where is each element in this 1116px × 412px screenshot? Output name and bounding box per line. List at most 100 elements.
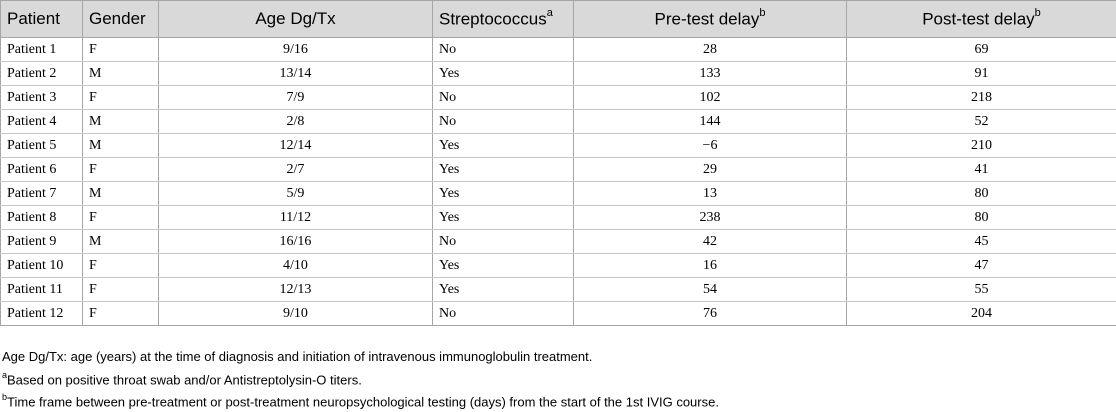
cell-gender: F	[83, 158, 159, 182]
cell-patient: Patient 4	[1, 110, 83, 134]
cell-post-test-delay: 80	[847, 182, 1116, 206]
header-streptococcus: Streptococcusa	[433, 1, 574, 38]
cell-streptococcus: Yes	[433, 278, 574, 302]
cell-gender: M	[83, 62, 159, 86]
footnote-b-text: Time frame between pre-treatment or post…	[7, 395, 719, 410]
footnote-a-text: Based on positive throat swab and/or Ant…	[7, 372, 362, 387]
cell-streptococcus: No	[433, 230, 574, 254]
cell-gender: F	[83, 86, 159, 110]
footnote-mark-b: b	[759, 7, 765, 19]
cell-post-test-delay: 52	[847, 110, 1116, 134]
cell-patient: Patient 7	[1, 182, 83, 206]
cell-post-test-delay: 45	[847, 230, 1116, 254]
footnote-a: aBased on positive throat swab and/or An…	[2, 367, 719, 390]
cell-streptococcus: Yes	[433, 206, 574, 230]
cell-age: 13/14	[159, 62, 433, 86]
cell-streptococcus: Yes	[433, 182, 574, 206]
footnote-abbreviation: Age Dg/Tx: age (years) at the time of di…	[2, 347, 719, 367]
cell-age: 9/16	[159, 38, 433, 62]
cell-pre-test-delay: −6	[574, 134, 847, 158]
cell-pre-test-delay: 29	[574, 158, 847, 182]
header-age: Age Dg/Tx	[159, 1, 433, 38]
header-pre-test-delay: Pre-test delayb	[574, 1, 847, 38]
cell-gender: F	[83, 206, 159, 230]
header-gender: Gender	[83, 1, 159, 38]
cell-patient: Patient 8	[1, 206, 83, 230]
cell-patient: Patient 9	[1, 230, 83, 254]
cell-patient: Patient 10	[1, 254, 83, 278]
cell-gender: M	[83, 230, 159, 254]
cell-pre-test-delay: 76	[574, 302, 847, 326]
cell-age: 11/12	[159, 206, 433, 230]
footnote-a-mark: a	[2, 370, 7, 380]
patient-table: Patient Gender Age Dg/Tx Streptococcusa …	[0, 0, 1116, 326]
table-header-row: Patient Gender Age Dg/Tx Streptococcusa …	[1, 1, 1116, 38]
footnote-b: bTime frame between pre-treatment or pos…	[2, 389, 719, 412]
cell-pre-test-delay: 42	[574, 230, 847, 254]
cell-gender: M	[83, 134, 159, 158]
cell-post-test-delay: 55	[847, 278, 1116, 302]
header-patient: Patient	[1, 1, 83, 38]
cell-gender: F	[83, 38, 159, 62]
cell-patient: Patient 1	[1, 38, 83, 62]
cell-age: 2/8	[159, 110, 433, 134]
cell-age: 12/13	[159, 278, 433, 302]
footnote-b-mark: b	[2, 392, 7, 402]
cell-streptococcus: No	[433, 38, 574, 62]
header-pre-label: Pre-test delay	[654, 9, 759, 28]
cell-patient: Patient 5	[1, 134, 83, 158]
cell-age: 2/7	[159, 158, 433, 182]
cell-patient: Patient 3	[1, 86, 83, 110]
cell-streptococcus: Yes	[433, 158, 574, 182]
cell-post-test-delay: 47	[847, 254, 1116, 278]
cell-post-test-delay: 80	[847, 206, 1116, 230]
cell-age: 7/9	[159, 86, 433, 110]
cell-pre-test-delay: 13	[574, 182, 847, 206]
cell-post-test-delay: 210	[847, 134, 1116, 158]
cell-streptococcus: No	[433, 110, 574, 134]
cell-patient: Patient 12	[1, 302, 83, 326]
cell-pre-test-delay: 54	[574, 278, 847, 302]
cell-patient: Patient 11	[1, 278, 83, 302]
cell-pre-test-delay: 133	[574, 62, 847, 86]
cell-streptococcus: Yes	[433, 254, 574, 278]
cell-post-test-delay: 69	[847, 38, 1116, 62]
cell-age: 5/9	[159, 182, 433, 206]
footnote-mark-a: a	[547, 7, 553, 19]
cell-post-test-delay: 41	[847, 158, 1116, 182]
cell-post-test-delay: 204	[847, 302, 1116, 326]
cell-post-test-delay: 218	[847, 86, 1116, 110]
cell-gender: F	[83, 302, 159, 326]
cell-streptococcus: Yes	[433, 134, 574, 158]
cell-post-test-delay: 91	[847, 62, 1116, 86]
cell-gender: M	[83, 182, 159, 206]
cell-pre-test-delay: 28	[574, 38, 847, 62]
cell-age: 16/16	[159, 230, 433, 254]
cell-gender: M	[83, 110, 159, 134]
header-streptococcus-label: Streptococcus	[439, 9, 547, 28]
cell-streptococcus: No	[433, 302, 574, 326]
cell-gender: F	[83, 254, 159, 278]
header-post-label: Post-test delay	[922, 9, 1034, 28]
cell-age: 9/10	[159, 302, 433, 326]
cell-gender: F	[83, 278, 159, 302]
cell-pre-test-delay: 144	[574, 110, 847, 134]
cell-streptococcus: Yes	[433, 62, 574, 86]
header-post-test-delay: Post-test delayb	[847, 1, 1116, 38]
cell-pre-test-delay: 238	[574, 206, 847, 230]
cell-patient: Patient 2	[1, 62, 83, 86]
cell-streptococcus: No	[433, 86, 574, 110]
